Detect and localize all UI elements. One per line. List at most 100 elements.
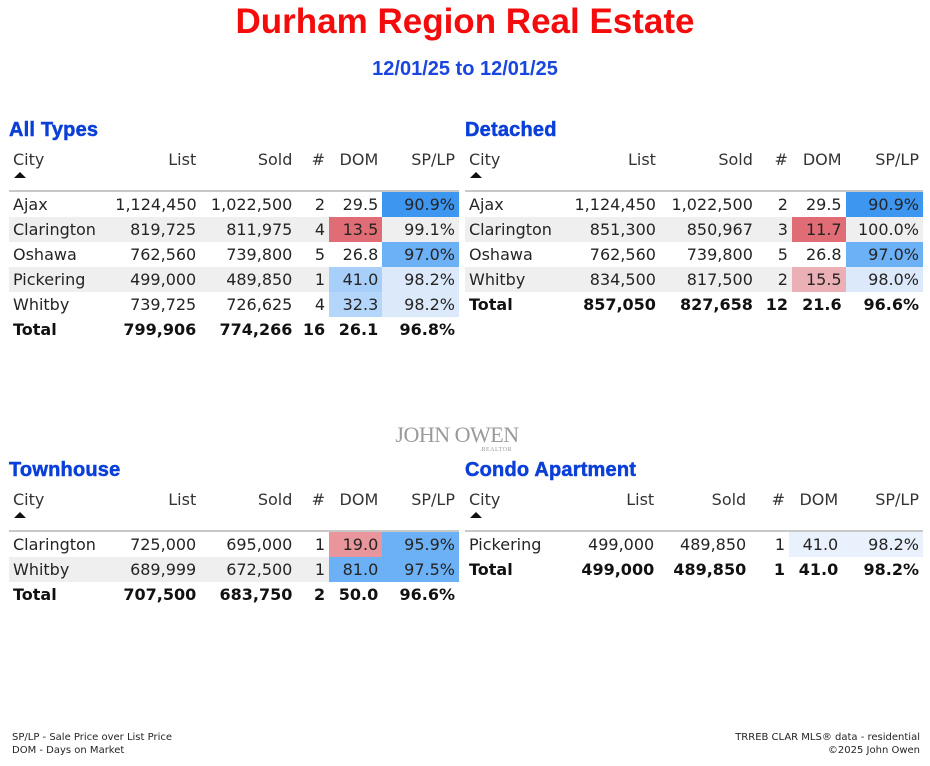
table-row: Oshawa 762,560 739,800 5 26.8 97.0% xyxy=(9,242,459,267)
condo-apartment-table: City List Sold # DOM SP/LP Pickering 499… xyxy=(465,486,923,582)
panel-all-types: All Types City List Sold # DOM SP/LP Aja… xyxy=(9,117,459,342)
panel-title: Townhouse xyxy=(9,459,121,482)
total-row: Total 857,050 827,658 12 21.6 96.6% xyxy=(465,292,923,317)
cell-list: 857,050 xyxy=(583,295,656,314)
cell-dom: 21.6 xyxy=(802,295,842,314)
cell-list: 725,000 xyxy=(130,535,197,554)
townhouse-table: City List Sold # DOM SP/LP Clarington 72… xyxy=(9,486,459,607)
cell-list: 834,500 xyxy=(568,267,660,292)
cell-city: Oshawa xyxy=(469,245,533,264)
cell-splp: 98.2% xyxy=(382,292,459,317)
column-header-city[interactable]: City xyxy=(9,146,112,192)
cell-list: 1,124,450 xyxy=(574,195,656,214)
cell-dom: 41.0 xyxy=(798,560,839,579)
cell-sold: 672,500 xyxy=(200,557,297,582)
cell-list: 762,560 xyxy=(589,245,656,264)
column-header-list[interactable]: List xyxy=(111,146,201,192)
sort-ascending-icon xyxy=(14,512,26,518)
cell-list: 1,124,450 xyxy=(115,195,197,214)
cell-count: 3 xyxy=(756,217,792,242)
cell-city: Whitby xyxy=(9,557,112,582)
cell-count: 4 xyxy=(314,295,326,314)
column-header-city[interactable]: City xyxy=(465,146,569,192)
cell-count: 2 xyxy=(313,585,326,604)
cell-list: 707,500 xyxy=(123,585,197,604)
cell-city: Clarington xyxy=(465,217,569,242)
copyright: ©2025 John Owen xyxy=(827,745,920,756)
cell-count: 5 xyxy=(777,245,788,264)
panel-title: Condo Apartment xyxy=(465,459,637,482)
column-header-dom[interactable]: DOM xyxy=(329,146,383,192)
cell-list: 819,725 xyxy=(111,217,201,242)
cell-sold: 827,658 xyxy=(680,295,753,314)
column-header-sold[interactable]: Sold xyxy=(200,146,297,192)
cell-splp: 100.0% xyxy=(845,217,923,242)
cell-sold: 489,850 xyxy=(673,560,747,579)
column-header-dom[interactable]: DOM xyxy=(329,486,383,532)
header-row: City List Sold # DOM SP/LP xyxy=(9,146,459,192)
sort-ascending-icon xyxy=(470,512,482,518)
cell-city: Pickering xyxy=(469,535,542,554)
column-header-sold[interactable]: Sold xyxy=(659,146,757,192)
cell-dom: 19.0 xyxy=(329,531,383,557)
cell-count: 2 xyxy=(777,195,788,214)
cell-count: 16 xyxy=(302,320,326,339)
cell-dom: 29.5 xyxy=(805,195,842,214)
column-header-splp[interactable]: SP/LP xyxy=(382,486,459,532)
sort-ascending-icon xyxy=(14,172,26,178)
cell-list: 762,560 xyxy=(130,245,197,264)
column-header-list[interactable]: List xyxy=(111,486,201,532)
cell-count: 12 xyxy=(765,295,788,314)
cell-count: 1 xyxy=(296,267,330,292)
cell-splp: 97.0% xyxy=(845,242,923,267)
cell-list: 689,999 xyxy=(111,557,201,582)
cell-dom: 81.0 xyxy=(329,557,383,582)
column-header-sold[interactable]: Sold xyxy=(658,486,751,532)
report-title: Durham Region Real Estate xyxy=(235,2,695,41)
cell-sold: 695,000 xyxy=(226,535,293,554)
column-header-list[interactable]: List xyxy=(567,486,659,532)
date-range: 12/01/25 to 12/01/25 xyxy=(372,58,558,80)
column-header-splp[interactable]: SP/LP xyxy=(845,146,923,192)
column-header-dom[interactable]: DOM xyxy=(791,146,846,192)
column-header-sold[interactable]: Sold xyxy=(200,486,297,532)
legend-footnote: SP/LP - Sale Price over List Price DOM -… xyxy=(12,731,172,757)
cell-count: 2 xyxy=(314,195,326,214)
table-row: Clarington 851,300 850,967 3 11.7 100.0% xyxy=(465,217,923,242)
column-header-dom[interactable]: DOM xyxy=(789,486,843,532)
cell-dom: 50.0 xyxy=(338,585,379,604)
column-header-city[interactable]: City xyxy=(9,486,112,532)
cell-splp: 96.6% xyxy=(399,585,455,604)
column-header-city[interactable]: City xyxy=(465,486,568,532)
cell-splp: 98.2% xyxy=(842,531,923,557)
cell-sold: 1,022,500 xyxy=(671,195,753,214)
cell-splp: 96.8% xyxy=(399,320,455,339)
cell-splp: 99.1% xyxy=(382,217,459,242)
column-header-count[interactable]: # xyxy=(296,486,330,532)
column-header-count[interactable]: # xyxy=(756,146,792,192)
cell-city: Total xyxy=(13,320,57,339)
panel-title: Detached xyxy=(465,119,557,142)
cell-list: 499,000 xyxy=(111,267,201,292)
cell-sold: 726,625 xyxy=(226,295,293,314)
cell-dom: 41.0 xyxy=(789,531,843,557)
table-row: Whitby 689,999 672,500 1 81.0 97.5% xyxy=(9,557,459,582)
column-header-splp[interactable]: SP/LP xyxy=(382,146,459,192)
sort-ascending-icon xyxy=(470,172,482,178)
legend-splp: SP/LP - Sale Price over List Price xyxy=(12,732,173,743)
cell-sold: 811,975 xyxy=(200,217,297,242)
panel-title: All Types xyxy=(9,119,99,142)
column-header-count[interactable]: # xyxy=(296,146,330,192)
column-header-list[interactable]: List xyxy=(568,146,660,192)
cell-splp: 98.0% xyxy=(845,267,923,292)
table-row: Oshawa 762,560 739,800 5 26.8 97.0% xyxy=(465,242,923,267)
cell-dom: 32.3 xyxy=(329,292,383,317)
table-row: Clarington 819,725 811,975 4 13.5 99.1% xyxy=(9,217,459,242)
column-header-splp[interactable]: SP/LP xyxy=(842,486,923,532)
cell-list: 499,000 xyxy=(581,560,655,579)
total-row: Total 799,906 774,266 16 26.1 96.8% xyxy=(9,317,459,342)
cell-splp: 90.9% xyxy=(845,191,923,217)
cell-sold: 739,800 xyxy=(226,245,293,264)
column-header-count[interactable]: # xyxy=(750,486,790,532)
cell-city: Clarington xyxy=(9,217,112,242)
